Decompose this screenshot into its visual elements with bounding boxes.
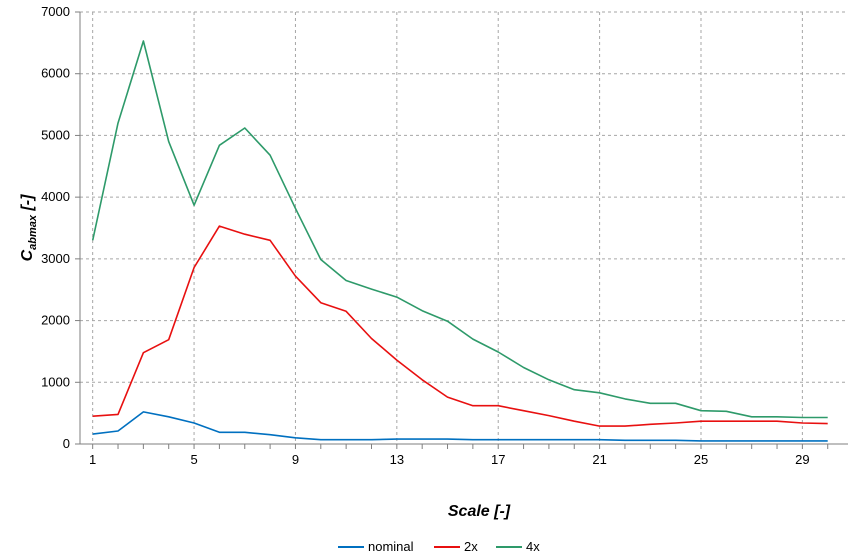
legend-label-4x: 4x [526, 539, 540, 554]
x-tick-label: 29 [795, 452, 809, 467]
y-axis-title-main: C [19, 249, 36, 261]
series-line-4x [91, 40, 828, 419]
x-tick-label: 1 [89, 452, 96, 467]
y-tick-label: 6000 [41, 66, 70, 81]
y-axis-title-sub: abmax [27, 214, 39, 250]
y-tick-label: 7000 [41, 4, 70, 19]
legend: nominal 2x 4x [338, 539, 540, 554]
x-tick-label: 9 [292, 452, 299, 467]
x-tick-label: 25 [694, 452, 708, 467]
series-line-nominal [92, 411, 828, 442]
y-tick-label: 1000 [41, 374, 70, 389]
y-axis-title-suffix: [-] [19, 194, 36, 215]
x-tick-label: 17 [491, 452, 505, 467]
x-tick-label: 5 [190, 452, 197, 467]
axes [75, 11, 848, 449]
x-tick-label: 21 [592, 452, 606, 467]
x-tick-label: 13 [390, 452, 404, 467]
legend-label-nominal: nominal [368, 539, 414, 554]
series-line-2x [92, 225, 828, 427]
y-tick-label: 0 [63, 436, 70, 451]
series-lines [91, 40, 828, 442]
y-tick-label: 3000 [41, 251, 70, 266]
y-tick-label: 2000 [41, 313, 70, 328]
grid-lines [80, 11, 848, 444]
x-axis-title: Scale [-] [448, 503, 511, 520]
y-tick-label: 5000 [41, 127, 70, 142]
tick-labels: 0 1000 2000 3000 4000 5000 6000 7000 1 5 9 13 17 21 25… [41, 4, 810, 467]
y-axis-title: Cabmax [-] [19, 194, 39, 262]
y-tick-label: 4000 [41, 189, 70, 204]
legend-label-2x: 2x [464, 539, 478, 554]
